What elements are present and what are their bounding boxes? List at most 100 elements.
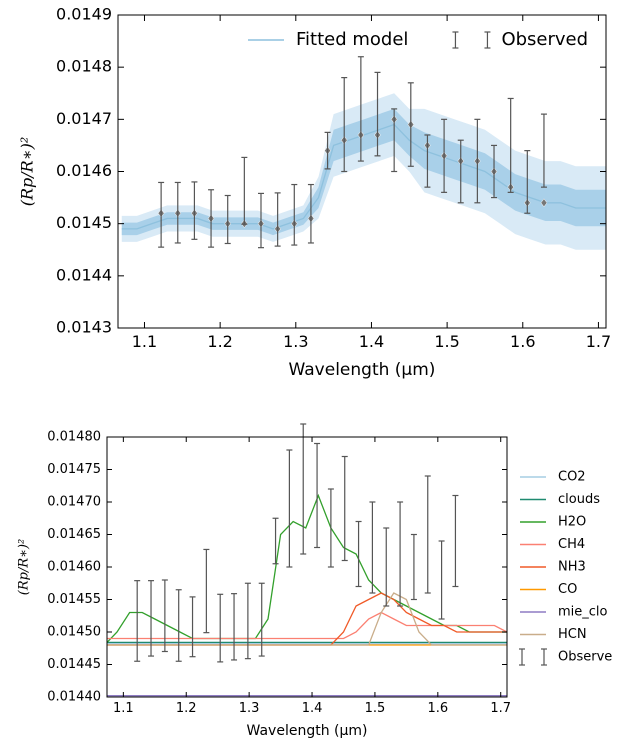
x-tick-label: 1.4 (302, 701, 323, 716)
error-bar (258, 582, 265, 657)
legend-label: clouds (558, 492, 600, 507)
y-tick-label: 0.0145 (56, 213, 112, 232)
x-tick-label: 1.1 (132, 332, 157, 351)
error-bar (441, 118, 448, 193)
x-tick-label: 1.2 (207, 332, 232, 351)
x-tick-label: 1.3 (239, 701, 260, 716)
error-bar (524, 150, 531, 214)
error-bar (452, 494, 459, 588)
plot-area (107, 493, 507, 697)
error-bar (286, 449, 293, 568)
y-tick-label: 0.01475 (47, 462, 101, 477)
y-tick-label: 0.01455 (47, 592, 101, 607)
binned-point (540, 198, 548, 208)
legend-label: H2O (558, 515, 586, 530)
x-tick-label: 1.4 (359, 332, 384, 351)
error-bar (272, 517, 279, 565)
x-tick-label: 1.5 (365, 701, 386, 716)
error-bar (257, 192, 264, 249)
y-tick-label: 0.01450 (47, 625, 101, 640)
y-tick-label: 0.01440 (47, 690, 101, 705)
error-bar (158, 181, 165, 248)
x-tick-label: 1.2 (176, 701, 197, 716)
error-bar (391, 108, 398, 173)
y-tick-label: 0.01470 (47, 495, 101, 510)
error-bar (407, 82, 414, 167)
y-tick-label: 0.01480 (47, 430, 101, 445)
error-bar (203, 548, 210, 634)
error-bar (355, 520, 362, 588)
legend-label: CO2 (558, 470, 586, 485)
error-bar (369, 501, 376, 594)
x-tick-label: 1.3 (283, 332, 308, 351)
y-tick-label: 0.0143 (56, 318, 112, 337)
error-bar (314, 442, 321, 549)
error-bar (307, 183, 314, 244)
x-tick-label: 1.7 (586, 332, 611, 351)
error-bar (244, 582, 251, 660)
error-bar (438, 540, 445, 620)
x-tick-label: 1.7 (490, 701, 511, 716)
series-line (107, 592, 507, 646)
error-bar (161, 579, 168, 653)
y-tick-label: 0.0146 (56, 161, 112, 180)
error-bar (474, 118, 481, 204)
legend-label: Fitted model (296, 29, 408, 50)
error-bar (383, 527, 390, 607)
y-tick-label: 0.01465 (47, 527, 101, 542)
error-bar (175, 589, 182, 662)
error-bar (300, 423, 307, 555)
error-bar (208, 189, 215, 248)
error-bar (374, 71, 381, 157)
error-bar (341, 76, 348, 173)
error-bar (217, 593, 224, 663)
legend-label: Observed (501, 29, 588, 50)
legend-label: NH3 (558, 560, 586, 575)
error-bar (191, 181, 198, 240)
error-bar (231, 593, 238, 661)
error-bar (341, 455, 348, 562)
error-bar (424, 475, 431, 594)
error-bar (291, 183, 298, 246)
y-axis-label: (Rp/R∗)² (17, 539, 32, 595)
error-bar (189, 596, 196, 658)
error-bar (174, 181, 181, 244)
x-tick-label: 1.1 (113, 701, 134, 716)
y-tick-label: 0.0148 (56, 57, 112, 76)
error-bar (357, 56, 364, 162)
axes-frame (106, 436, 508, 698)
error-bar (397, 501, 404, 607)
error-bar (507, 97, 514, 193)
error-bar (224, 194, 231, 245)
error-bar (327, 488, 334, 568)
y-tick-label: 0.0147 (56, 109, 112, 128)
x-tick-label: 1.5 (434, 332, 459, 351)
legend-label: CO (558, 582, 577, 597)
x-axis-label: Wavelength (μm) (247, 723, 368, 739)
uncertainty-band (121, 108, 606, 236)
error-bar (274, 192, 281, 247)
y-axis-label: (Rp/R∗)² (18, 137, 37, 207)
error-bar (457, 139, 464, 204)
series-line (107, 493, 507, 644)
error-bar (148, 580, 155, 657)
error-bar (424, 134, 431, 188)
error-bar (491, 144, 498, 199)
x-tick-label: 1.6 (510, 332, 535, 351)
uncertainty-band (121, 93, 606, 250)
y-tick-label: 0.0144 (56, 265, 112, 284)
y-tick-label: 0.01445 (47, 657, 101, 672)
legend-label: HCN (558, 627, 587, 642)
x-axis-label: Wavelength (μm) (289, 360, 436, 380)
legend-label: CH4 (558, 537, 585, 552)
legend-label: Observe (558, 650, 612, 665)
y-tick-label: 0.01460 (47, 560, 101, 575)
error-bar (410, 533, 417, 601)
x-tick-label: 1.6 (427, 701, 448, 716)
y-tick-label: 0.0149 (56, 5, 112, 24)
error-bar (241, 156, 248, 225)
error-bar (134, 580, 141, 662)
error-bar (324, 131, 331, 170)
error-bar (540, 113, 547, 188)
